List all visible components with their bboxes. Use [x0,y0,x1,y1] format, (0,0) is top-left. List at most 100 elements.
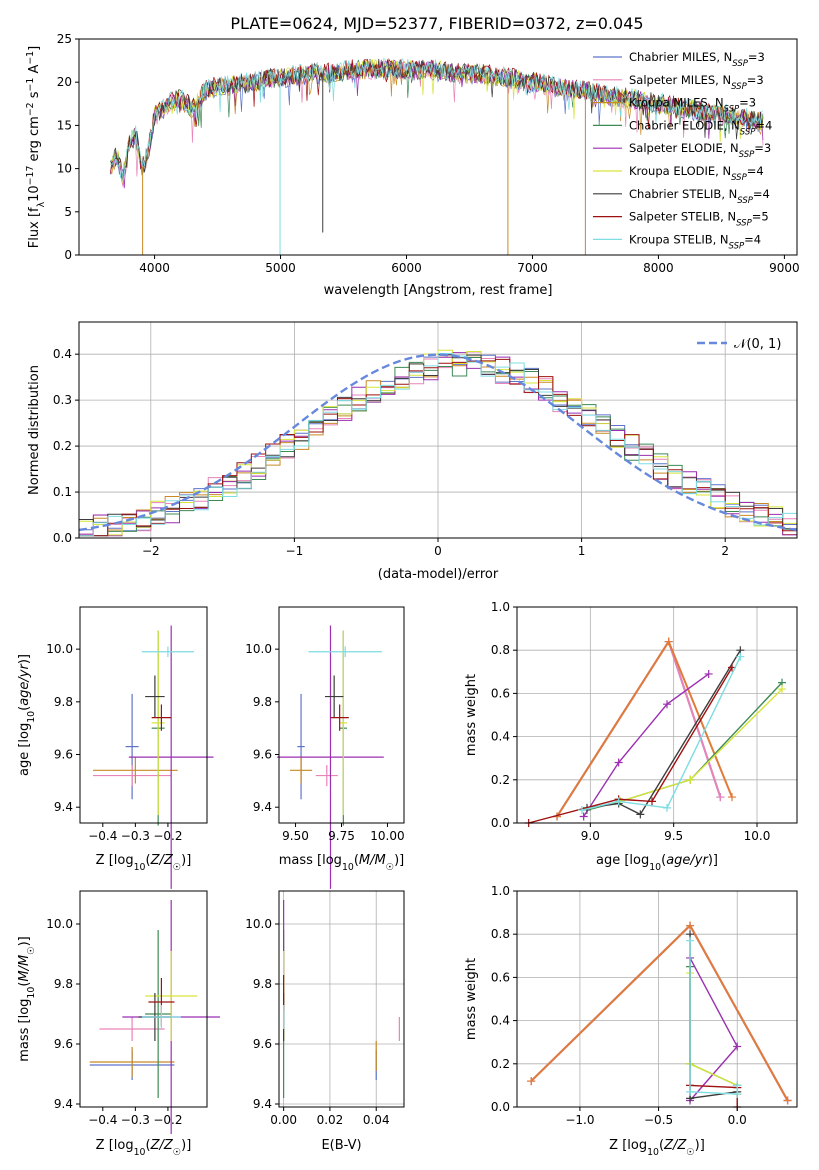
spectrum-ytick-label: 10 [57,162,72,176]
weight_vs_Z-xtick-label: −0.5 [644,1113,673,1127]
mass_vs_Z-ylabel: mass [log10(M/M☉)] [17,936,37,1062]
mass_vs_ebv-ytick-label: 9.4 [253,1097,272,1111]
weight-marker [686,936,695,945]
legend-entry: Salpeter MILES, NSSP=3 [629,73,764,92]
weight_vs_age-xtick-label: 9.5 [664,829,683,843]
weight-series-line [530,923,789,1102]
weight_vs_age-xtick-label: 10.0 [744,829,771,843]
spectrum-series-chabrier-stelib [110,58,764,180]
age_vs_Z-xtick-label: −0.4 [88,829,117,843]
weight-series-line [581,656,741,811]
weight-marker [686,775,695,784]
spectrum-series-chabrier-elodie [110,59,764,178]
age_vs_Z-xtick-label: −0.3 [121,829,150,843]
spectrum-xtick-label: 5000 [265,261,296,275]
weight-marker [686,921,695,930]
residuals-plot-area [78,349,798,538]
weight-marker [733,1090,742,1099]
legend-entry: Salpeter ELODIE, NSSP=3 [629,141,771,160]
weight-series-line [530,923,789,1102]
residuals-xtick-label: 0 [434,544,442,558]
mass_vs_ebv-xtick-label: 0.00 [270,1113,297,1127]
age_vs_mass-frame [278,606,405,824]
weight_vs_age-ytick-label: 0.8 [491,643,510,657]
age_vs_mass-xtick-label: 9.50 [282,829,309,843]
mass_vs_Z-plot-area [89,900,221,1134]
weight_vs_Z-ytick-label: 0.8 [491,927,510,941]
spectrum-ylabel: Flux [fλ10−17 erg cm−2 s−1 A−1] [25,46,47,248]
weight_vs_Z-plot-area [527,921,792,1111]
spectrum-series-kroupa-stelib [110,57,764,182]
weight-marker [704,669,713,678]
spectrum-ytick-label: 15 [57,118,72,132]
weight_vs_Z-frame [516,890,798,1108]
mass_vs_ebv-ytick-label: 10.0 [245,917,272,931]
histogram-series-kroupa-stelib [78,353,797,538]
weight_vs_age-ytick-label: 1.0 [491,600,510,614]
residuals-xtick-label: 2 [721,544,729,558]
weight_vs_age-xlabel: age [log10(age/yr)] [596,853,718,873]
weight-marker [778,685,786,694]
weight-marker [783,1096,792,1105]
weight_vs_age-ytick-label: 0.4 [491,730,510,744]
mass_vs_Z-ytick-label: 9.6 [54,1037,73,1051]
age_vs_Z-xlabel: Z [log10(Z/Z☉)] [96,853,192,873]
weight-marker [716,793,725,802]
age_vs_mass-ytick-label: 9.6 [253,748,272,762]
mass_vs_ebv-ytick-label: 9.8 [253,977,272,991]
weight_vs_age-ytick-label: 0.2 [491,773,510,787]
age_vs_Z-plot-area [93,625,214,889]
mass_vs_ebv-xlabel: E(B-V) [321,1138,361,1153]
spectrum-xtick-label: 4000 [139,261,170,275]
mass_vs_Z-xtick-label: −0.4 [88,1113,117,1127]
spectrum-xtick-label: 9000 [769,261,800,275]
age_vs_mass-ytick-label: 9.4 [253,800,272,814]
gaussian-curve [78,353,798,532]
residuals-ytick-label: 0.2 [53,439,72,453]
weight_vs_Z-panel: −1.0 −0.5 0.0 0.0 0.2 0.4 0.6 0.8 1.0 Z [log10(Z/… [464,884,798,1158]
mass_vs_Z-panel: −0.4 −0.3 −0.2 9.4 9.6 9.8 10.0 Z [log10(Z/Z☉)]… [17,890,221,1158]
age_vs_Z-frame [79,606,208,824]
residuals-ytick-label: 0.4 [53,347,72,361]
residuals-ytick-label: 0.3 [53,393,72,407]
mass_vs_Z-frame [79,890,208,1108]
spectrum-xtick-label: 7000 [517,261,548,275]
weight-series-line [583,673,710,817]
age_vs_Z-panel: −0.4 −0.3 −0.2 9.4 9.6 9.8 10.0 Z [log10(Z/Z☉)]… [17,606,214,889]
age_vs_mass-plot-area [277,625,384,889]
residuals-xlabel: (data-model)/error [378,567,499,582]
weight_vs_age-plot-area [524,637,786,827]
age_vs_Z-ytick-label: 9.8 [54,695,73,709]
legend-entry: Kroupa MILES, NSSP=3 [629,96,756,115]
panels: 4000 5000 6000 7000 8000 90000510152025wavele… [17,32,800,1158]
age_vs_mass-ytick-label: 9.8 [253,695,272,709]
weight-marker [578,806,586,815]
age_vs_Z-ytick-label: 10.0 [46,642,73,656]
weight-marker [614,797,623,806]
legend-entry: Chabrier MILES, NSSP=3 [629,50,765,69]
legend-entry: Kroupa STELIB, NSSP=4 [629,232,761,251]
spectrum-frame [78,38,798,256]
weight-marker [579,812,588,821]
mass_vs_ebv-xtick-label: 0.04 [363,1113,390,1127]
age_vs_Z-ytick-label: 9.6 [54,748,73,762]
weight-marker [686,1087,695,1096]
spectrum-ytick-label: 5 [64,205,72,219]
age_vs_mass-xlabel: mass [log10(M/M☉)] [279,853,405,873]
mass_vs_ebv-plot-area [283,900,400,1098]
weight-marker [527,1077,536,1086]
mass_vs_Z-xtick-label: −0.2 [153,1113,182,1127]
legend-entry: Chabrier ELODIE, NSSP=4 [629,118,772,137]
mass_vs_Z-ytick-label: 9.8 [54,977,73,991]
weight_vs_age-ytick-label: 0.6 [491,686,510,700]
spectrum-plot-area [110,57,764,255]
legend-entry: Chabrier STELIB, NSSP=4 [629,187,770,206]
spectrum-panel: 4000 5000 6000 7000 8000 9000 0 5 10 15 20 25 wavele… [25,32,800,298]
weight-series-line [689,940,738,1095]
weight_vs_age-xtick-label: 9.0 [581,829,600,843]
figure-title: PLATE=0624, MJD=52377, FIBERID=0372, z=0… [230,14,643,33]
spectrum-ytick-label: 20 [57,75,72,89]
weight-marker [663,803,671,812]
weight_vs_age-panel: 9.0 9.5 10.0 0.0 0.2 0.4 0.6 0.8 1.0 age [log10(a… [464,600,798,873]
weight_vs_Z-xtick-label: 0.0 [728,1113,747,1127]
